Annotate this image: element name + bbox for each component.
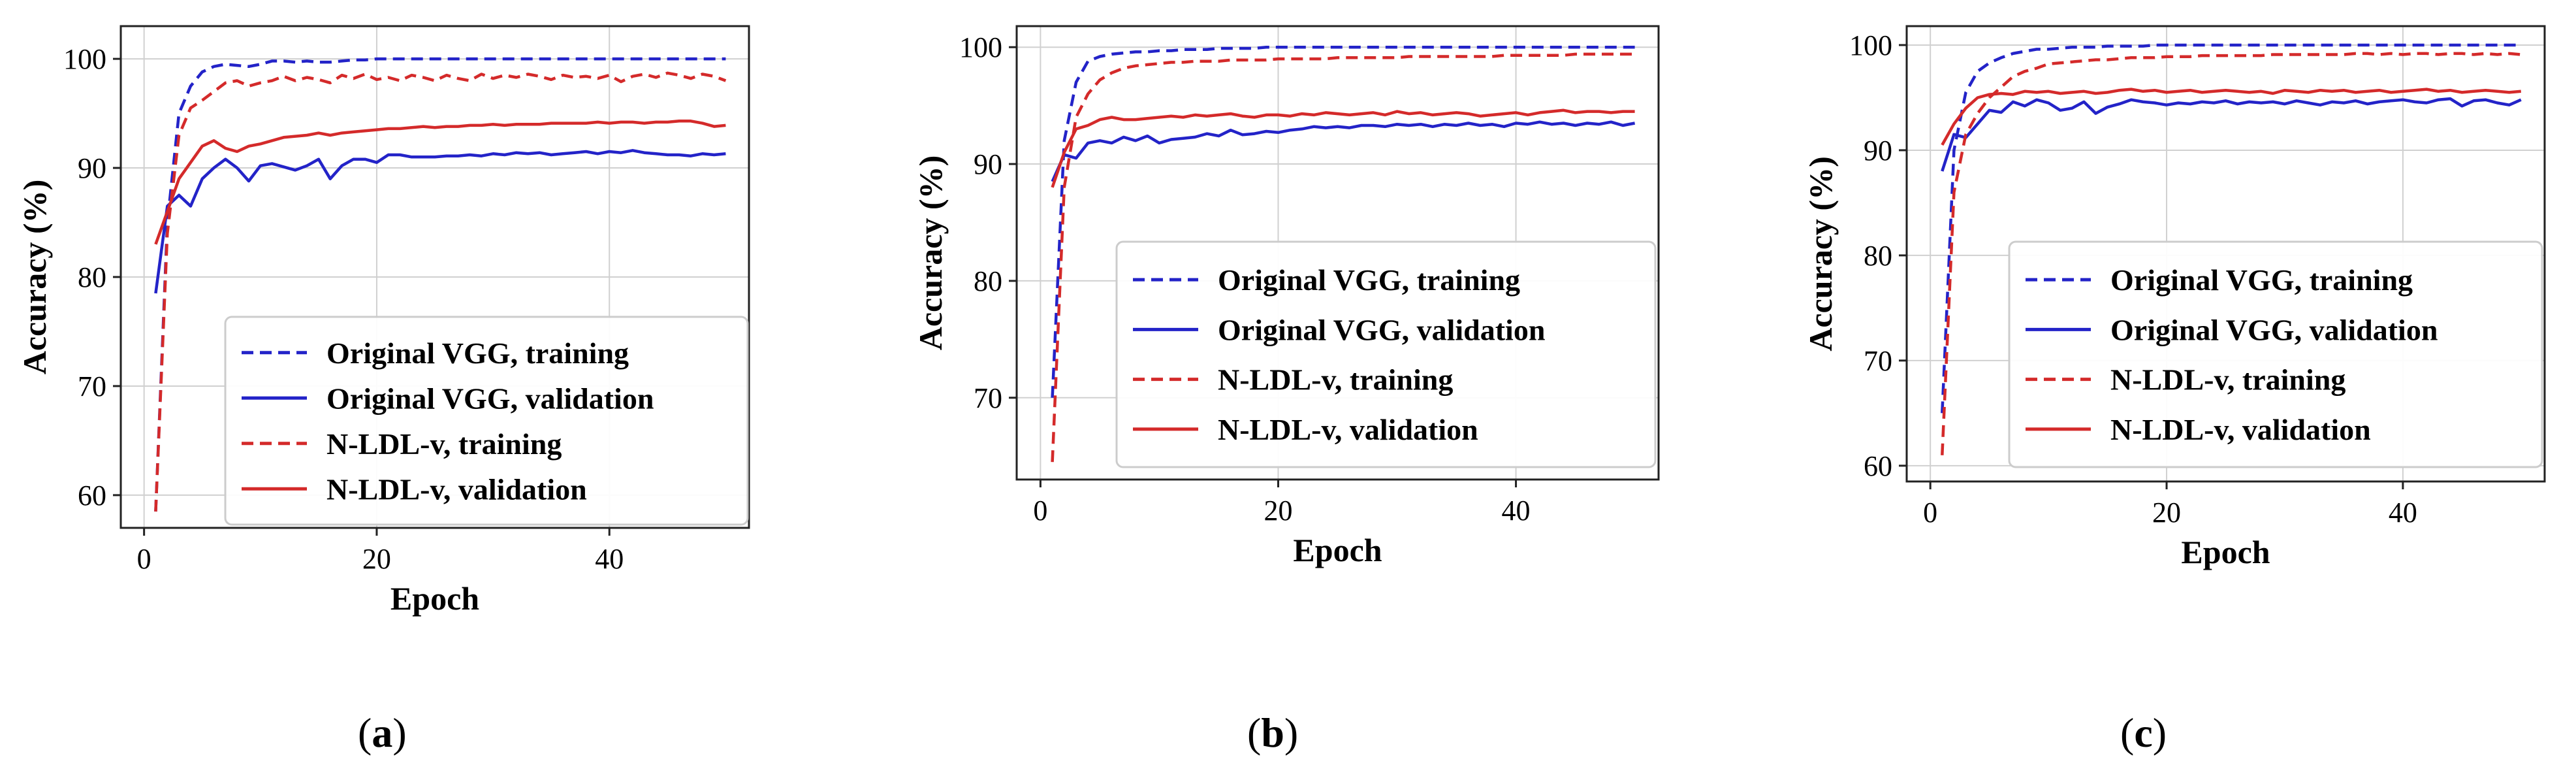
legend-label-4: N-LDL-v, validation xyxy=(1218,413,1478,446)
y-tick-label: 60 xyxy=(78,480,106,512)
legend-label-3: N-LDL-v, training xyxy=(1218,363,1453,397)
plot-frame xyxy=(1905,25,2546,483)
y-tick-label: 100 xyxy=(959,31,1002,63)
series-line-2 xyxy=(1051,120,1636,182)
x-tick-label: 20 xyxy=(2152,497,2181,529)
x-tick-label: 20 xyxy=(1264,495,1292,527)
series-line-1 xyxy=(154,57,726,512)
series-line-2 xyxy=(154,149,726,294)
y-tick-label: 80 xyxy=(974,265,1002,297)
y-tick-label: 100 xyxy=(1849,29,1892,61)
panel-label-b: (b) xyxy=(1247,709,1299,756)
chart-a: 0 20 40 60 70 80 90 100 Epoch Accuracy (%) Origina… xyxy=(16,25,750,617)
y-axis-label: Accuracy (%) xyxy=(16,180,53,375)
legend-label-2: Original VGG, validation xyxy=(1218,313,1545,346)
x-tick-label: 40 xyxy=(2389,497,2417,529)
y-tick-label: 60 xyxy=(1864,450,1892,482)
x-tick-label: 0 xyxy=(1033,495,1047,527)
y-tick-label: 100 xyxy=(63,43,106,75)
panel-label-a: (a) xyxy=(358,709,407,756)
legend-label-1: Original VGG, training xyxy=(1218,263,1520,297)
panel-label-c: (c) xyxy=(2120,709,2167,756)
series-line-1 xyxy=(1051,45,1635,398)
legend: Original VGG, training Original VGG, vali… xyxy=(1115,240,1657,468)
legend-label-2: Original VGG, validation xyxy=(326,382,654,415)
legend: Original VGG, training Original VGG, vali… xyxy=(2008,240,2543,468)
legend-label-1: Original VGG, training xyxy=(2110,263,2413,297)
series-line-4 xyxy=(154,120,726,245)
y-tick-label: 70 xyxy=(78,370,106,402)
chart-c: 0 20 40 60 70 80 90 100 Epoch Accuracy (%) Origina… xyxy=(1802,25,2546,570)
series-line-3 xyxy=(154,71,727,512)
legend-label-3: N-LDL-v, training xyxy=(2110,363,2345,397)
y-tick-label: 70 xyxy=(1864,345,1892,377)
series-line-4 xyxy=(1051,108,1635,188)
x-tick-label: 20 xyxy=(362,543,391,575)
plot-frame xyxy=(1015,25,1660,481)
series-line-3 xyxy=(1051,52,1635,463)
x-tick-label: 0 xyxy=(1923,497,1937,529)
legend-box xyxy=(1115,240,1657,468)
y-tick-label: 90 xyxy=(78,152,106,184)
legend-box xyxy=(224,316,749,526)
legend: Original VGG, training Original VGG, vali… xyxy=(224,316,749,526)
y-tick-label: 80 xyxy=(78,261,106,293)
y-tick-label: 90 xyxy=(1864,135,1892,167)
x-axis-label: Epoch xyxy=(390,580,479,617)
y-tick-label: 90 xyxy=(974,148,1002,180)
x-tick-label: 40 xyxy=(1502,495,1531,527)
series-line-4 xyxy=(1941,88,2521,146)
legend-label-4: N-LDL-v, validation xyxy=(326,472,587,506)
y-tick-label: 70 xyxy=(974,382,1002,414)
legend-label-3: N-LDL-v, training xyxy=(326,427,562,461)
legend-label-2: Original VGG, validation xyxy=(2110,313,2438,346)
series-line-1 xyxy=(1941,43,2521,414)
y-axis-label: Accuracy (%) xyxy=(1802,156,1839,351)
y-tick-label: 80 xyxy=(1864,240,1892,272)
x-tick-label: 0 xyxy=(137,543,151,575)
chart-b: 0 20 40 70 80 90 100 Epoch Accuracy (%) Original … xyxy=(912,25,1660,568)
series-line-3 xyxy=(1941,52,2521,455)
y-axis-label: Accuracy (%) xyxy=(912,155,949,351)
legend-label-4: N-LDL-v, validation xyxy=(2110,413,2371,446)
series-line-2 xyxy=(1941,97,2522,172)
x-tick-label: 40 xyxy=(595,543,624,575)
x-axis-label: Epoch xyxy=(1293,532,1382,568)
x-axis-label: Epoch xyxy=(2181,534,2270,570)
legend-box xyxy=(2008,240,2543,468)
legend-label-1: Original VGG, training xyxy=(326,336,629,370)
